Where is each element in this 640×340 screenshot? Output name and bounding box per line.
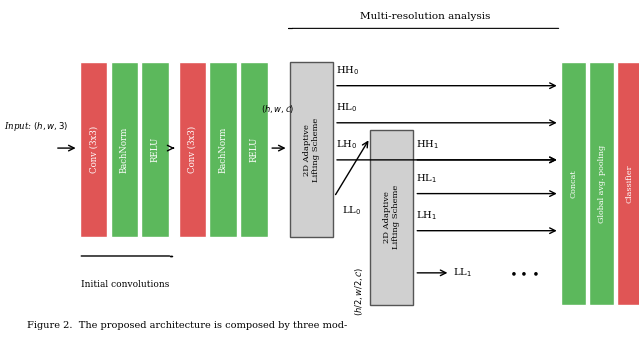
- Text: 2D Adaptive
Lifting Scheme: 2D Adaptive Lifting Scheme: [303, 118, 320, 182]
- Text: Conv (3x3): Conv (3x3): [89, 126, 98, 173]
- Text: Initial convolutions: Initial convolutions: [81, 280, 170, 289]
- FancyBboxPatch shape: [111, 62, 138, 237]
- Text: Figure 2.  The proposed architecture is composed by three mod-: Figure 2. The proposed architecture is c…: [27, 321, 348, 329]
- FancyBboxPatch shape: [561, 62, 586, 305]
- FancyBboxPatch shape: [290, 62, 333, 237]
- Text: Conv (3x3): Conv (3x3): [188, 126, 197, 173]
- Text: LL$_1$: LL$_1$: [453, 267, 472, 279]
- Text: BachNorm: BachNorm: [219, 126, 228, 173]
- Text: Input: $(h, w, 3)$: Input: $(h, w, 3)$: [4, 120, 68, 133]
- Text: HL$_1$: HL$_1$: [416, 172, 437, 185]
- Text: 2D Adaptive
Lifting Scheme: 2D Adaptive Lifting Scheme: [383, 185, 400, 249]
- Text: Multi-resolution analysis: Multi-resolution analysis: [360, 12, 491, 20]
- Text: RELU: RELU: [151, 137, 160, 163]
- FancyBboxPatch shape: [141, 62, 169, 237]
- Text: RELU: RELU: [250, 137, 259, 163]
- Text: $(h, w, \mathcal{C})$: $(h, w, \mathcal{C})$: [261, 103, 294, 115]
- FancyBboxPatch shape: [80, 62, 108, 237]
- Text: LH$_0$: LH$_0$: [336, 138, 357, 151]
- Text: HL$_0$: HL$_0$: [336, 101, 357, 114]
- Text: Concat: Concat: [570, 169, 578, 198]
- FancyBboxPatch shape: [179, 62, 206, 237]
- FancyBboxPatch shape: [617, 62, 640, 305]
- Text: $(h/2, w/2, \mathcal{C})$: $(h/2, w/2, \mathcal{C})$: [353, 267, 365, 316]
- Text: Classifier: Classifier: [625, 164, 634, 203]
- Text: Global avg. pooling: Global avg. pooling: [598, 144, 605, 223]
- Text: $\bullet\bullet\bullet$: $\bullet\bullet\bullet$: [509, 266, 540, 279]
- FancyBboxPatch shape: [209, 62, 237, 237]
- FancyBboxPatch shape: [589, 62, 614, 305]
- FancyBboxPatch shape: [240, 62, 268, 237]
- Text: HH$_0$: HH$_0$: [336, 64, 359, 77]
- Text: HH$_1$: HH$_1$: [416, 138, 439, 151]
- Text: LH$_1$: LH$_1$: [416, 209, 437, 222]
- Text: LL$_0$: LL$_0$: [342, 204, 361, 217]
- Text: BachNorm: BachNorm: [120, 126, 129, 173]
- FancyBboxPatch shape: [370, 130, 413, 305]
